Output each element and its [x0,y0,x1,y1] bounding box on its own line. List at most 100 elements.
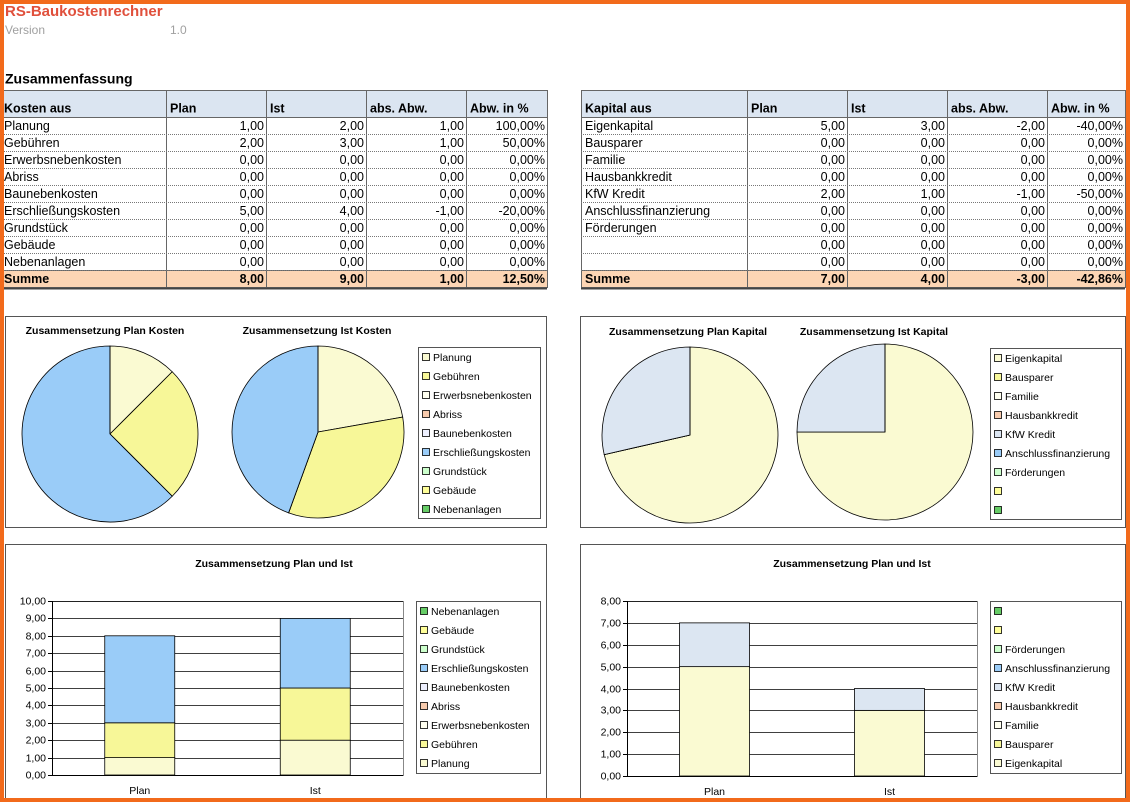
legend-swatch [994,487,1002,495]
cell-value: 0,00 [921,255,945,269]
header-cell [266,90,367,118]
bar-segment [104,722,176,758]
column-header: Kosten aus [4,101,71,115]
cell-value: 0,00% [1088,136,1123,150]
legend-label: Anschlussfinanzierung [1005,448,1110,460]
legend-swatch [994,664,1002,672]
chart-title: Zusammensetzung Ist Kosten [243,325,392,337]
legend-swatch [422,372,430,380]
cell-value: 5,00 [821,119,845,133]
legend-label: Bausparer [1005,739,1054,751]
legend-swatch [420,664,428,672]
cell-value: 0,00 [340,153,364,167]
cell-value: 0,00 [1021,153,1045,167]
column-header: Abw. in % [470,101,529,115]
cell-value: 0,00% [1088,170,1123,184]
legend-swatch [422,467,430,475]
legend-label: Gebäude [431,625,474,637]
cell-value: 0,00 [821,255,845,269]
legend-swatch [420,626,428,634]
cell-value: 0,00 [240,187,264,201]
legend-label: Gebühren [431,739,478,751]
legend-swatch [422,505,430,513]
cell-value: 0,00 [340,187,364,201]
legend-label: KfW Kredit [1005,682,1055,694]
chart-frame [580,316,1126,528]
bar-segment [279,618,351,689]
legend-swatch [994,506,1002,514]
cell-value: 50,00% [503,136,545,150]
row-label: Erschließungskosten [4,204,120,218]
legend-label: Baunebenkosten [433,428,512,440]
row-label: Eigenkapital [585,119,653,133]
cell-value: 0,00 [1021,136,1045,150]
cell-value: 0,00 [240,238,264,252]
cell-value: 4,00 [340,204,364,218]
cell-value: 0,00 [340,170,364,184]
total-label: Summe [585,272,630,286]
chart-title: Zusammensetzung Plan und Ist [773,558,931,570]
legend-label: Eigenkapital [1005,758,1062,770]
y-tick-label: 6,00 [26,665,47,677]
legend-label: Hausbankkredit [1005,410,1078,422]
column-header: Kapital aus [585,101,652,115]
legend-swatch [420,645,428,653]
cell-value: 0,00 [921,238,945,252]
legend-swatch [994,721,1002,729]
bar-segment [104,757,176,776]
legend-label: Abriss [433,409,462,421]
column-header: abs. Abw. [370,101,427,115]
column-header: abs. Abw. [951,101,1008,115]
legend-swatch [422,448,430,456]
y-tick-label: 4,00 [26,699,47,711]
row-label: Planung [4,119,50,133]
header-cell [1047,90,1126,118]
legend-swatch [994,702,1002,710]
bar-segment [279,739,351,776]
legend-label: Hausbankkredit [1005,701,1078,713]
row-label: Familie [585,153,625,167]
legend-label: Familie [1005,391,1039,403]
cell-value: 0,00 [440,153,464,167]
legend-label: Erschließungskosten [433,447,531,459]
legend-label: Eigenkapital [1005,353,1062,365]
legend-label: Abriss [431,701,460,713]
pie-slice [231,345,319,514]
bar-segment [679,622,750,668]
cell-value: -40,00% [1076,119,1123,133]
row-label: Erwerbsnebenkosten [4,153,121,167]
cell-value: 2,00 [340,119,364,133]
legend-label: Anschlussfinanzierung [1005,663,1110,675]
row-label: Förderungen [585,221,657,235]
cell-value: 3,00 [340,136,364,150]
pie-slice [288,416,405,519]
chart-frame [580,544,1126,802]
y-tick-label: 7,00 [26,647,47,659]
y-tick-label: 1,00 [26,752,47,764]
cell-value: 0,00 [821,238,845,252]
legend-label: Planung [431,758,470,770]
legend-label: Grundstück [433,466,487,478]
chart-frame [5,316,547,528]
cell-value: 0,00 [921,136,945,150]
cell-value: 1,00 [440,119,464,133]
x-tick-label: Plan [704,786,725,798]
pie-slice [601,346,691,456]
y-tick-label: 3,00 [601,704,622,716]
cell-value: 0,00 [1021,238,1045,252]
legend-label: Erschließungskosten [431,663,529,675]
cell-value: 0,00 [821,170,845,184]
section-title: Zusammenfassung [5,71,133,87]
y-tick-label: 5,00 [26,682,47,694]
cell-value: 0,00 [821,153,845,167]
legend-swatch [994,759,1002,767]
legend-swatch [994,683,1002,691]
total-row [0,270,548,288]
x-tick-label: Ist [884,786,895,798]
y-tick-label: 3,00 [26,717,47,729]
legend-swatch [994,645,1002,653]
y-tick-label: 4,00 [601,683,622,695]
cell-value: 0,00 [921,204,945,218]
cell-value: 0,00 [340,255,364,269]
